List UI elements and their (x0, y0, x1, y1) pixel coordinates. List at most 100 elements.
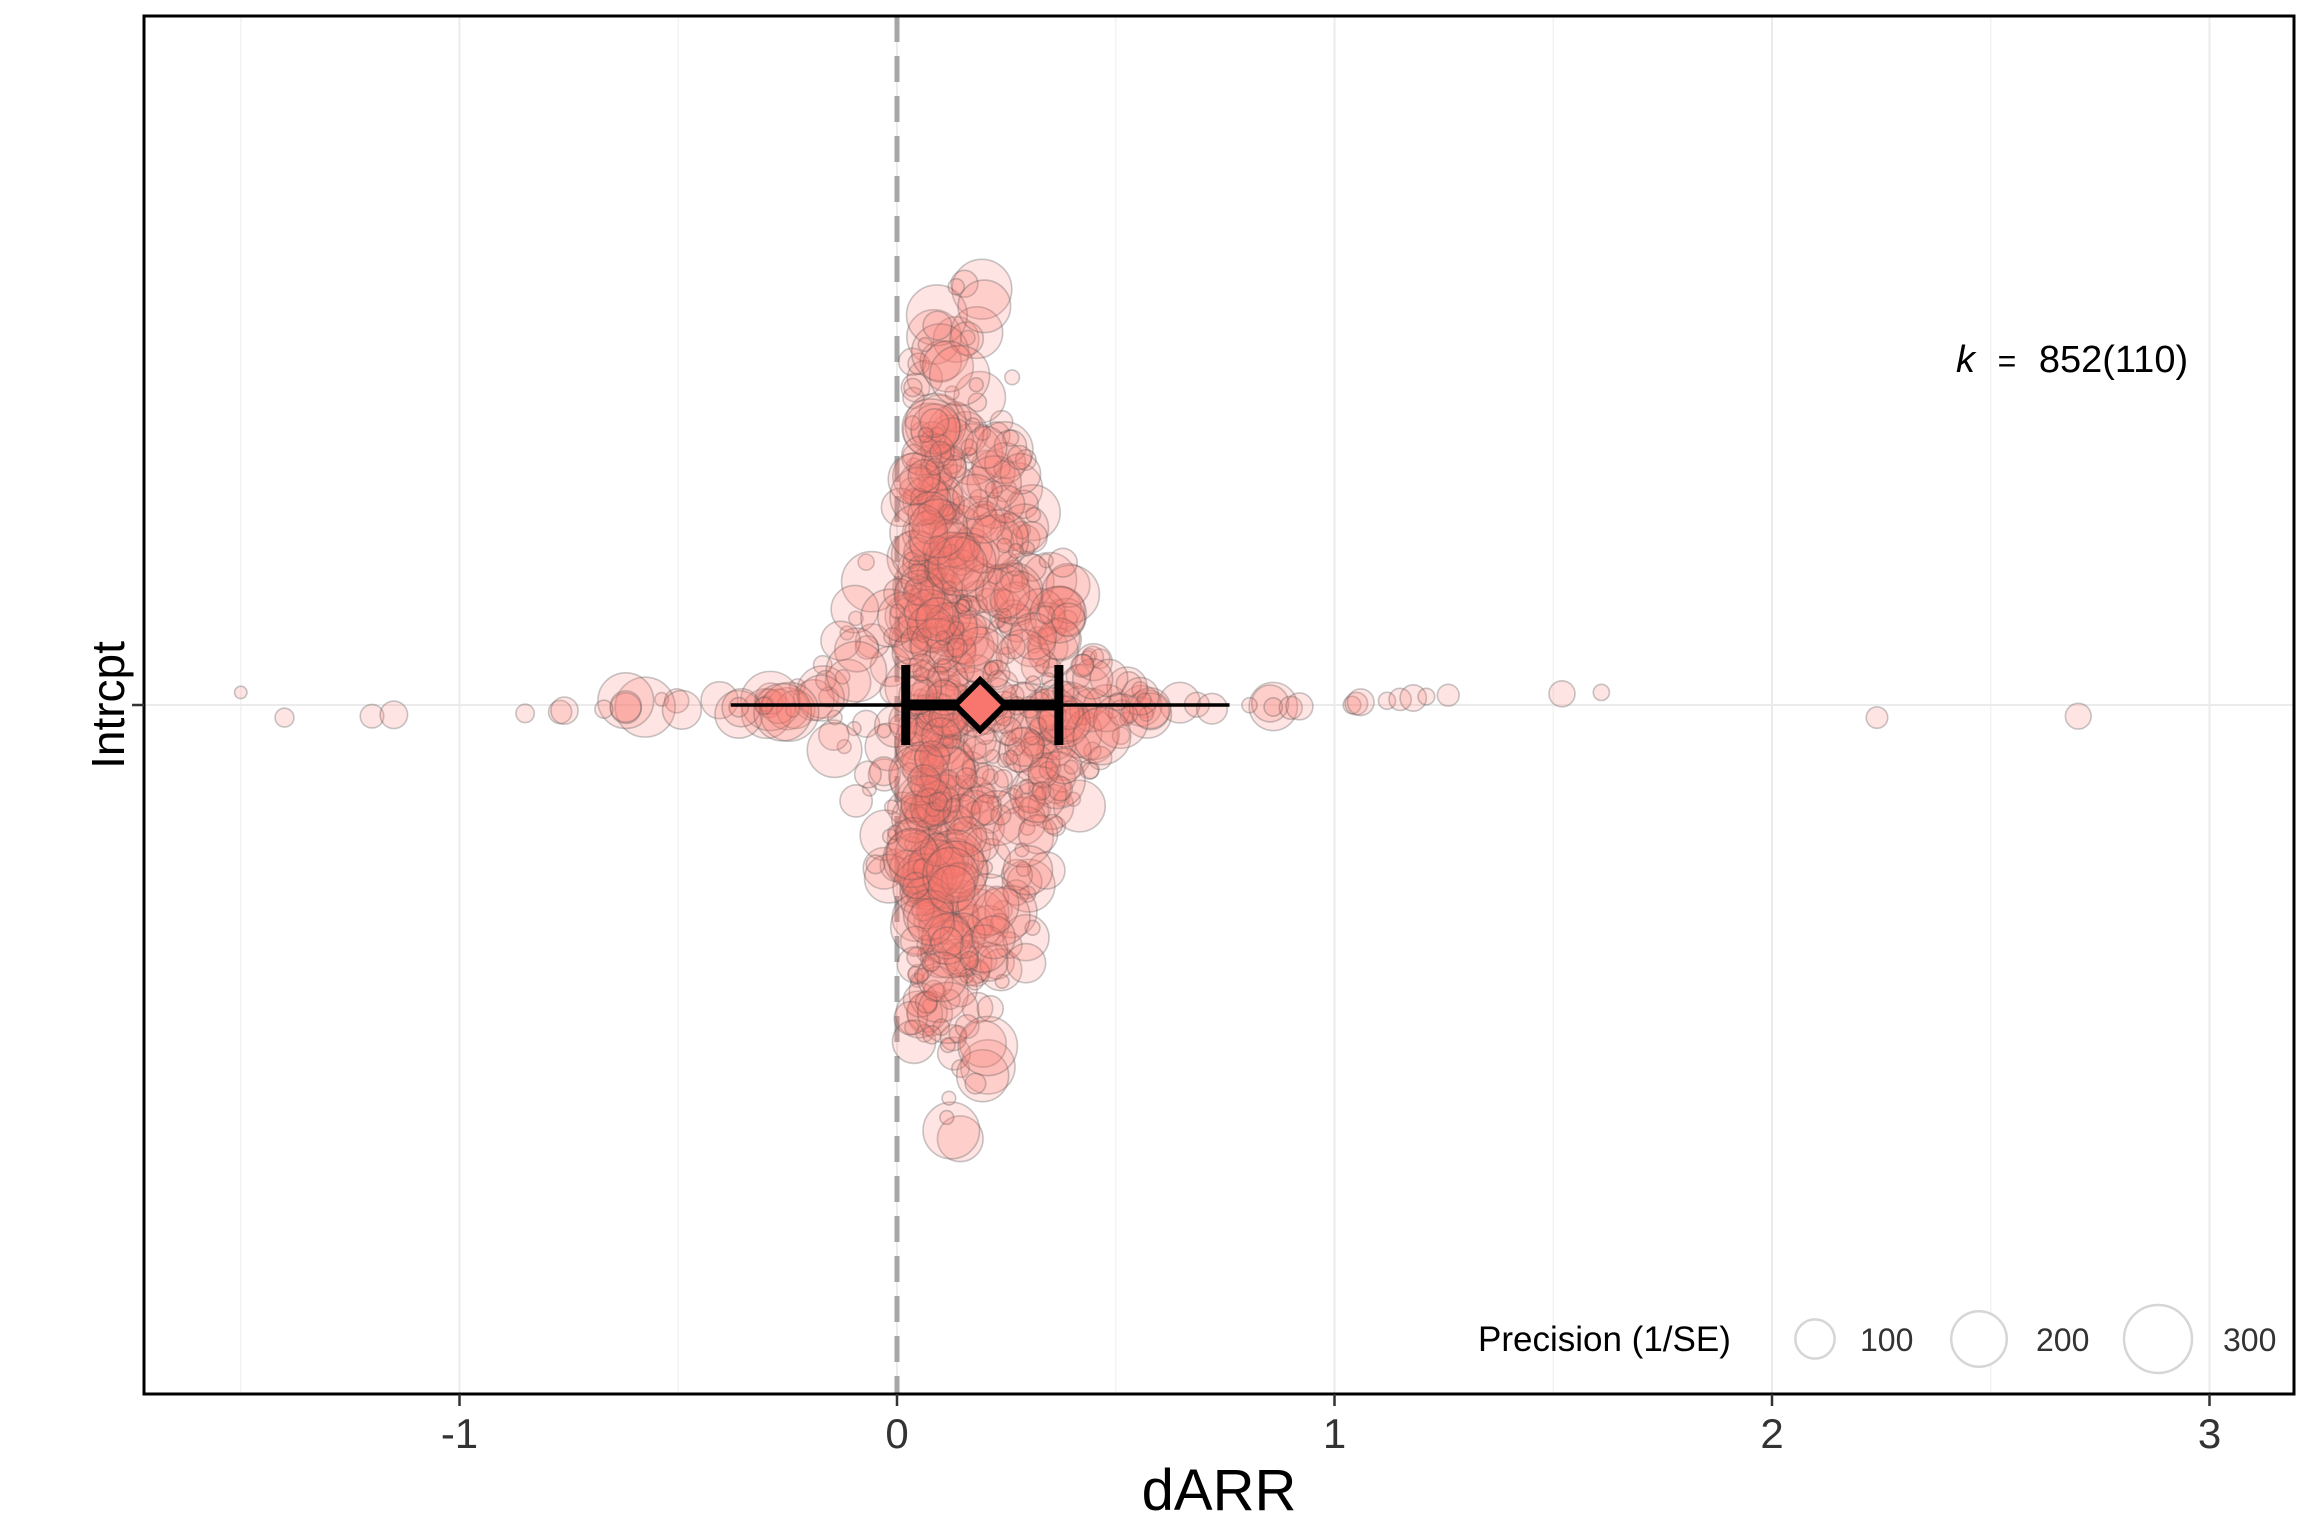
effect-size-point (1027, 626, 1080, 678)
effect-size-point (1002, 844, 1054, 896)
effect-size-point (929, 604, 945, 621)
effect-size-point (916, 951, 968, 1003)
effect-size-point (914, 847, 945, 878)
effect-size-point (888, 614, 934, 660)
effect-size-point (860, 588, 920, 648)
effect-size-point (959, 968, 975, 984)
effect-size-point (900, 775, 953, 828)
effect-size-point (955, 1048, 1010, 1103)
effect-size-point (927, 487, 965, 526)
effect-size-point (905, 308, 962, 365)
effect-size-point (899, 881, 925, 907)
effect-size-point (876, 723, 892, 739)
effect-size-point (942, 454, 967, 479)
effect-size-point (916, 560, 944, 588)
effect-size-point (929, 521, 976, 568)
effect-size-point (906, 359, 944, 397)
effect-size-point (1027, 751, 1086, 810)
k-equals: = (1998, 343, 2017, 379)
x-axis: -1 0 1 2 3 (132, 703, 2221, 1457)
effect-size-point (818, 686, 840, 708)
effect-size-point (938, 774, 984, 821)
effect-size-point (924, 576, 944, 596)
effect-size-point (854, 634, 880, 660)
effect-size-point (948, 620, 965, 637)
k-symbol: k (1956, 339, 1977, 381)
effect-size-point (955, 514, 1015, 574)
effect-size-point (840, 550, 903, 613)
effect-size-point (962, 500, 1006, 544)
effect-size-point (1436, 683, 1460, 707)
effect-size-point (936, 648, 976, 688)
effect-size-point (893, 569, 946, 622)
effect-size-point (989, 512, 1029, 552)
effect-size-point (906, 869, 942, 905)
effect-size-point (1038, 760, 1058, 780)
effect-size-point (899, 867, 932, 900)
effect-size-point (959, 329, 976, 346)
effect-size-point (896, 945, 935, 984)
effect-size-point (820, 620, 861, 662)
effect-size-point (921, 592, 943, 614)
effect-size-point (908, 600, 962, 654)
y-axis-title: Intrcpt (82, 641, 134, 769)
effect-size-point (918, 394, 960, 436)
effect-size-point (833, 627, 880, 673)
effect-size-point (910, 487, 929, 506)
effect-size-point (825, 640, 888, 703)
effect-size-point (1118, 711, 1135, 727)
effect-size-point (957, 279, 1012, 334)
effect-size-point (960, 933, 976, 949)
effect-size-point (923, 443, 963, 483)
effect-size-point (929, 893, 960, 923)
effect-size-point (2064, 702, 2092, 730)
effect-size-point (922, 979, 946, 1003)
effect-size-point (895, 587, 941, 633)
effect-size-point (929, 839, 970, 880)
effect-size-point (919, 567, 964, 612)
effect-size-point (1072, 706, 1132, 766)
effect-size-point (909, 516, 963, 570)
effect-size-point (359, 703, 385, 729)
effect-size-point (968, 514, 1024, 570)
effect-size-point (950, 567, 985, 602)
effect-size-point (935, 536, 955, 556)
effect-size-point (899, 867, 941, 910)
effect-size-point (919, 770, 945, 796)
effect-size-point (926, 743, 951, 768)
effect-size-point (975, 420, 1034, 480)
effect-size-point (903, 1019, 920, 1036)
effect-size-point (907, 876, 925, 894)
effect-size-point (911, 897, 935, 922)
effect-size-point (907, 352, 931, 376)
effect-size-point (944, 385, 960, 401)
effect-size-point (1000, 858, 1034, 892)
effect-size-point (1021, 551, 1078, 609)
effect-size-point (998, 727, 1044, 773)
effect-size-point (936, 500, 954, 518)
effect-size-point (765, 686, 810, 731)
effect-size-point (911, 509, 947, 545)
effect-size-point (788, 678, 807, 696)
effect-size-point (950, 750, 989, 790)
effect-size-point (972, 503, 997, 528)
effect-size-point (883, 626, 903, 646)
effect-size-point (999, 452, 1042, 495)
effect-size-point (1015, 587, 1066, 638)
effect-size-point (920, 548, 952, 580)
effect-size-point (1278, 695, 1303, 721)
effect-size-point (979, 948, 1023, 992)
effect-size-point (910, 617, 965, 673)
effect-size-point (988, 659, 1004, 675)
effect-size-point (1399, 684, 1428, 712)
effect-size-point (919, 340, 963, 383)
effect-size-point (914, 780, 961, 827)
effect-size-point (929, 640, 955, 666)
k-annotation: k = 852(110) (1956, 339, 2188, 381)
effect-size-point (920, 508, 937, 525)
effect-size-point (948, 890, 969, 912)
effect-size-point (928, 534, 978, 584)
effect-size-point (1047, 775, 1074, 802)
effect-size-point (609, 691, 642, 725)
effect-size-point (917, 883, 979, 945)
